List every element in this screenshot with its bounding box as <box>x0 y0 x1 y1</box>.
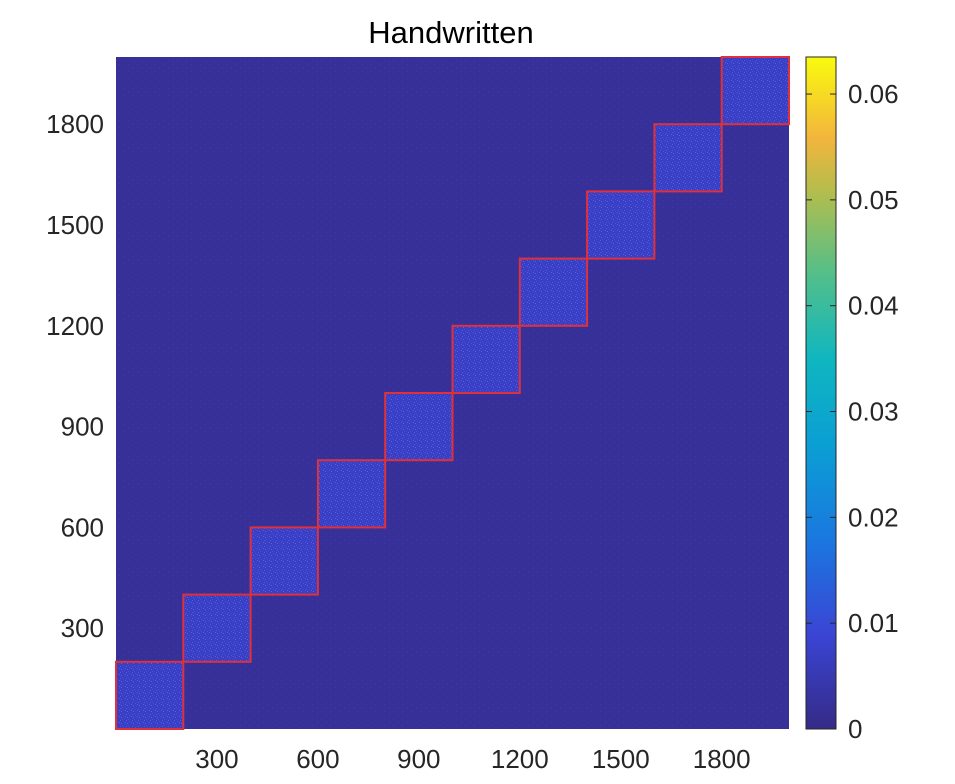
y-tick-label-300: 300 <box>61 613 104 643</box>
heatmap-plot-area <box>115 56 791 730</box>
chart-title: Handwritten <box>368 15 533 50</box>
colorbar-ticks: 0 0.01 0.02 0.03 0.04 0.05 0.06 <box>806 79 899 744</box>
cluster-block-outline-3 <box>249 526 319 596</box>
cluster-block-texture-2 <box>183 594 251 662</box>
cluster-block-texture-1 <box>116 661 184 729</box>
cluster-block-texture-5 <box>385 393 453 461</box>
cluster-block-outline-9 <box>653 123 723 193</box>
cluster-block-texture-6 <box>452 325 520 393</box>
cluster-block-outline-1 <box>115 660 185 730</box>
block-layer <box>115 56 791 730</box>
cluster-block-outline-2 <box>182 593 252 663</box>
cluster-block-texture-4 <box>317 460 386 528</box>
x-tick-label-1500: 1500 <box>592 744 650 774</box>
colorbar: 0 0.01 0.02 0.03 0.04 0.05 0.06 <box>805 56 899 744</box>
y-tick-label-1500: 1500 <box>46 210 104 240</box>
cluster-block-outline-4 <box>316 459 387 529</box>
cluster-block-texture-10 <box>721 57 789 125</box>
x-tick-label-1800: 1800 <box>693 744 751 774</box>
y-tick-label-1200: 1200 <box>46 311 104 341</box>
cluster-block-outline-7 <box>518 257 589 327</box>
colorbar-tick-label: 0.02 <box>848 502 899 532</box>
x-tick-label-900: 900 <box>397 744 440 774</box>
cluster-block-texture-9 <box>654 124 722 192</box>
cluster-block-texture-3 <box>250 527 318 595</box>
colorbar-tick-label: 0.03 <box>848 397 899 427</box>
colorbar-tick-label: 0 <box>848 714 862 744</box>
cluster-block-outline-5 <box>384 392 454 462</box>
cluster-block-texture-8 <box>587 191 655 259</box>
colorbar-gradient <box>805 56 837 730</box>
cluster-block-outline-10 <box>720 56 791 126</box>
y-tick-label-1800: 1800 <box>46 109 104 139</box>
colorbar-tick-label: 0.05 <box>848 185 899 215</box>
colorbar-tick-label: 0.04 <box>848 291 899 321</box>
x-tick-label-1200: 1200 <box>491 744 549 774</box>
cluster-block-outline-6 <box>451 324 521 394</box>
y-tick-label-600: 600 <box>61 512 104 542</box>
cluster-block-outline-8 <box>586 190 656 260</box>
y-tick-label-900: 900 <box>61 412 104 442</box>
y-axis-ticks: 300 600 900 1200 1500 1800 <box>46 109 104 643</box>
colorbar-tick-label: 0.06 <box>848 79 899 109</box>
cluster-block-texture-7 <box>519 258 588 326</box>
x-axis-ticks: 300 600 900 1200 1500 1800 <box>195 744 750 774</box>
colorbar-tick-label: 0.01 <box>848 608 899 638</box>
x-tick-label-300: 300 <box>195 744 238 774</box>
x-tick-label-600: 600 <box>296 744 339 774</box>
